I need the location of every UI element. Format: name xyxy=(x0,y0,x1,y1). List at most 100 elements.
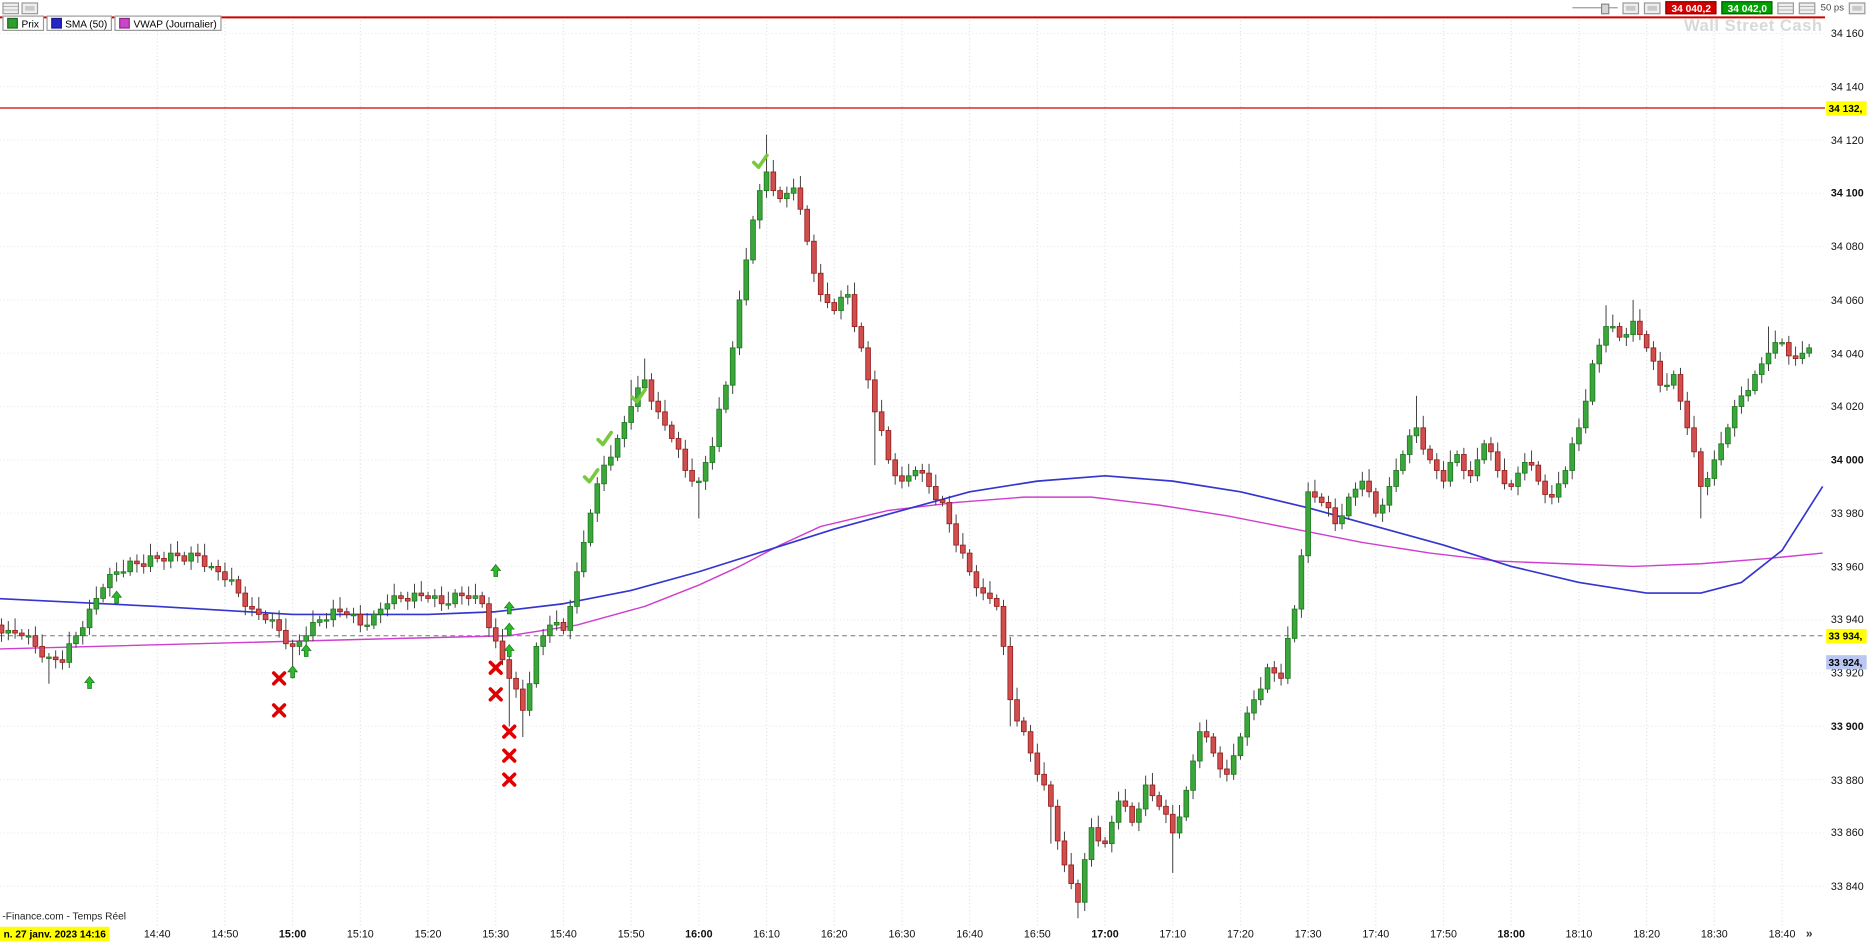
buy-price-button[interactable]: 34 042,0 xyxy=(1721,1,1774,15)
sell-x-marker xyxy=(502,724,517,739)
time-axis-label: 16:50 xyxy=(1023,927,1051,940)
vwap-line xyxy=(0,496,1823,650)
panel-collapse-icon[interactable] xyxy=(1848,1,1866,14)
grid-layer xyxy=(0,16,1825,926)
sell-price-button[interactable]: 34 040,2 xyxy=(1665,1,1717,15)
validation-check-marker xyxy=(582,468,600,484)
time-axis-label: 16:00 xyxy=(685,927,713,940)
chart-type-icon[interactable] xyxy=(21,1,39,14)
cursor-date-tag: n. 27 janv. 2023 14:16 xyxy=(0,926,110,942)
legend-item-prix[interactable]: Prix xyxy=(2,15,44,31)
time-axis-label: 17:40 xyxy=(1362,927,1390,940)
markers-layer xyxy=(84,153,769,787)
time-axis-label: 15:30 xyxy=(482,927,510,940)
time-axis-label: 17:20 xyxy=(1227,927,1254,940)
time-axis-label: 16:10 xyxy=(753,927,780,940)
price-axis-label: 34 080 xyxy=(1830,240,1864,253)
snapshot-icon[interactable] xyxy=(1622,1,1640,14)
price-axis-label: 33 840 xyxy=(1830,880,1864,893)
time-axis-label: 17:10 xyxy=(1159,927,1187,940)
zoom-in-icon[interactable] xyxy=(1799,1,1816,14)
indicator-legend: Prix SMA (50) VWAP (Journalier) xyxy=(2,15,222,31)
buy-arrow-marker xyxy=(503,622,515,636)
price-tag[interactable]: 34 132, xyxy=(1826,100,1867,116)
time-axis-label: 16:40 xyxy=(956,927,984,940)
buy-arrow-marker xyxy=(287,665,299,679)
price-tag[interactable]: 33 934, xyxy=(1826,628,1867,643)
time-axis-label: 14:40 xyxy=(143,927,171,940)
time-axis-label: 16:30 xyxy=(888,927,916,940)
legend-label: Prix xyxy=(21,17,39,30)
validation-check-marker xyxy=(752,153,769,170)
sell-x-marker xyxy=(502,748,517,763)
time-axis-label: 17:30 xyxy=(1294,927,1322,940)
legend-label: SMA (50) xyxy=(65,17,108,30)
time-axis-label: 18:00 xyxy=(1497,927,1525,940)
buy-arrow-marker xyxy=(503,643,515,657)
sell-x-marker xyxy=(488,660,503,675)
price-axis-label: 34 120 xyxy=(1830,134,1864,146)
price-axis-label: 34 160 xyxy=(1830,27,1864,40)
time-axis-label: 14:50 xyxy=(211,927,239,940)
sell-x-marker xyxy=(488,687,503,702)
data-source-label: -Finance.com - Temps Réel xyxy=(2,910,127,922)
bar-spacing-label: 50 ps xyxy=(1820,2,1844,14)
sell-x-marker xyxy=(271,671,287,686)
vwap-series-swatch xyxy=(119,17,130,29)
price-axis-label: 34 060 xyxy=(1830,293,1864,306)
print-icon[interactable] xyxy=(1644,1,1661,14)
zoom-slider[interactable] xyxy=(1572,2,1618,15)
alert-lines-layer xyxy=(0,16,1825,637)
price-axis-label: 34 020 xyxy=(1830,400,1864,413)
buy-arrow-marker xyxy=(111,590,123,604)
price-axis-label: 33 900 xyxy=(1830,720,1864,733)
toolbar-right-group: 34 040,2 34 042,0 50 ps xyxy=(1572,1,1869,15)
price-series-swatch xyxy=(7,17,18,29)
price-axis-label: 34 100 xyxy=(1830,187,1864,200)
price-axis-label: 33 880 xyxy=(1830,773,1864,786)
buy-arrow-marker xyxy=(490,564,502,577)
sell-x-marker xyxy=(502,772,517,787)
toolbar-left-group xyxy=(0,1,39,14)
time-axis-label: 15:10 xyxy=(346,927,374,940)
buy-arrow-marker xyxy=(503,601,515,615)
price-axis-label: 33 860 xyxy=(1830,826,1864,839)
indicator-lines-layer xyxy=(0,474,1824,650)
time-axis-label: 15:20 xyxy=(414,927,442,940)
legend-item-sma50[interactable]: SMA (50) xyxy=(46,15,113,31)
zoom-out-icon[interactable] xyxy=(1777,1,1795,14)
time-axis-label: 15:50 xyxy=(617,927,645,940)
time-axis-label: 18:40 xyxy=(1768,927,1796,940)
price-axis-label: 33 940 xyxy=(1830,613,1864,626)
price-axis-label: 34 140 xyxy=(1830,80,1864,93)
price-axis-label: 34 040 xyxy=(1830,347,1864,360)
time-axis-label: 15:40 xyxy=(550,927,577,940)
validation-check-marker xyxy=(596,430,613,447)
legend-item-vwap[interactable]: VWAP (Journalier) xyxy=(114,15,222,31)
legend-label: VWAP (Journalier) xyxy=(133,17,217,30)
price-tag[interactable]: 33 924, xyxy=(1826,655,1867,670)
price-axis-label: 33 920 xyxy=(1830,667,1864,679)
sma-series-swatch xyxy=(50,17,62,29)
time-axis[interactable]: 14:40 14:50 15:00 15:10 15:20 15:30 15:40 15:50… xyxy=(0,927,1869,943)
buy-arrow-marker xyxy=(300,643,312,657)
chart-properties-icon[interactable] xyxy=(2,1,20,14)
scroll-latest-button[interactable]: » xyxy=(1805,927,1813,942)
time-axis-label: 17:00 xyxy=(1091,927,1119,940)
sell-x-marker xyxy=(271,703,287,718)
price-axis-label: 34 000 xyxy=(1830,453,1864,466)
time-axis-label: 15:00 xyxy=(278,927,307,940)
time-axis-label: 17:50 xyxy=(1430,927,1457,940)
validation-check-marker xyxy=(630,388,647,404)
time-axis-label: 18:30 xyxy=(1700,927,1728,940)
time-axis-label: 16:20 xyxy=(820,927,848,940)
price-axis-label: 33 980 xyxy=(1830,507,1864,520)
time-axis-label: 18:10 xyxy=(1565,927,1593,940)
price-axis[interactable]: 34 160 34 140 34 120 34 100 34 080 34 060 34 0… xyxy=(1826,0,1869,943)
price-axis-label: 33 960 xyxy=(1830,560,1864,573)
time-axis-label: 18:20 xyxy=(1633,927,1661,940)
candles-layer xyxy=(0,134,1812,919)
instrument-watermark: Wall Street Cash xyxy=(1683,15,1823,35)
